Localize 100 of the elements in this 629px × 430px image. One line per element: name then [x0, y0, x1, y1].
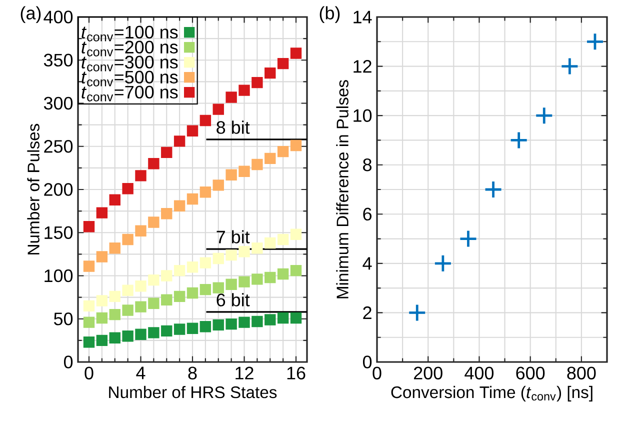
point — [135, 280, 146, 292]
point — [510, 131, 528, 150]
point — [148, 158, 160, 170]
point — [148, 327, 160, 338]
point — [212, 104, 224, 115]
point — [226, 169, 237, 180]
point — [226, 278, 237, 290]
y-tick-label: 300 — [44, 96, 73, 110]
point — [264, 272, 276, 284]
y-tick-label: 10 — [354, 109, 372, 122]
x-tick-label: 800 — [567, 366, 596, 380]
point — [122, 234, 134, 246]
point — [264, 67, 276, 79]
point — [212, 252, 224, 264]
point — [96, 295, 108, 306]
point — [290, 312, 302, 324]
y-axis-title: Minimum Difference in Pulses — [336, 80, 348, 298]
point — [290, 228, 302, 240]
point — [408, 304, 426, 322]
y-tick-label: 6 — [363, 208, 372, 221]
point — [586, 32, 604, 51]
y-tick-label: 50 — [54, 312, 73, 326]
point — [135, 301, 146, 312]
point — [290, 140, 302, 152]
x-tick-label: 16 — [287, 366, 306, 380]
point — [161, 294, 172, 306]
point — [174, 264, 186, 276]
y-tick-label: 14 — [354, 10, 372, 24]
point — [96, 312, 108, 324]
x-tick-label: 8 — [188, 366, 197, 380]
legend-label: t$_{conv}$=700 ns — [82, 86, 178, 102]
point — [83, 220, 95, 232]
ref-line-label: 6 bit — [216, 293, 250, 306]
x-axis-title: Conversion Time (t$_{conv}$) [ns] — [391, 386, 592, 402]
point — [148, 216, 160, 228]
y-tick-label: 250 — [44, 140, 73, 153]
point — [109, 332, 120, 344]
point — [174, 290, 186, 302]
point — [277, 146, 289, 158]
point — [109, 290, 120, 302]
y-tick-label: 200 — [44, 183, 73, 196]
point — [161, 325, 172, 337]
y-tick-label: 8 — [363, 158, 372, 172]
point — [135, 328, 146, 340]
point — [200, 284, 212, 296]
point — [277, 58, 289, 70]
ref-line-label: 8 bit — [216, 120, 250, 134]
point — [96, 334, 108, 346]
point — [174, 324, 186, 335]
point — [212, 180, 224, 191]
point — [83, 300, 95, 312]
point — [161, 208, 172, 220]
point — [83, 336, 95, 348]
point — [200, 321, 212, 332]
point — [109, 194, 120, 206]
x-tick-label: 12 — [236, 366, 254, 380]
y-tick-label: 12 — [354, 60, 372, 73]
point — [186, 287, 198, 299]
point — [83, 260, 95, 272]
point — [200, 257, 212, 268]
point — [252, 274, 263, 285]
y-tick-label: 100 — [44, 269, 73, 282]
y-tick-label: 4 — [362, 257, 372, 270]
chart-title: (b) — [320, 6, 340, 24]
point — [560, 57, 579, 76]
point — [252, 242, 263, 254]
y-tick-label: 2 — [363, 306, 372, 319]
point — [148, 274, 160, 286]
point — [252, 158, 263, 170]
x-tick-label: 600 — [516, 366, 545, 380]
point — [226, 249, 237, 261]
point — [264, 314, 276, 326]
point — [277, 312, 289, 324]
y-axis-title: Number of Pulses — [27, 124, 40, 254]
x-tick-label: 200 — [414, 366, 442, 380]
point — [238, 84, 250, 96]
point — [264, 152, 276, 164]
legend-label: t$_{conv}$=200 ns — [82, 40, 178, 56]
point — [186, 322, 198, 334]
point — [212, 282, 224, 294]
point — [122, 304, 134, 316]
point — [161, 270, 172, 282]
point — [122, 183, 134, 194]
point — [109, 308, 120, 320]
point — [122, 284, 134, 296]
x-tick-label: 0 — [372, 366, 382, 380]
point — [96, 207, 108, 218]
point — [135, 170, 146, 182]
point — [252, 316, 263, 328]
x-tick-label: 0 — [84, 366, 94, 380]
x-tick-label: 4 — [136, 366, 146, 380]
point — [186, 125, 198, 136]
point — [238, 316, 250, 328]
x-axis-title: Number of HRS States — [109, 386, 277, 398]
point — [238, 276, 250, 288]
point — [226, 318, 237, 330]
point — [174, 200, 186, 212]
point — [109, 242, 120, 254]
chart-title: (a) — [20, 6, 41, 24]
point — [290, 264, 302, 276]
